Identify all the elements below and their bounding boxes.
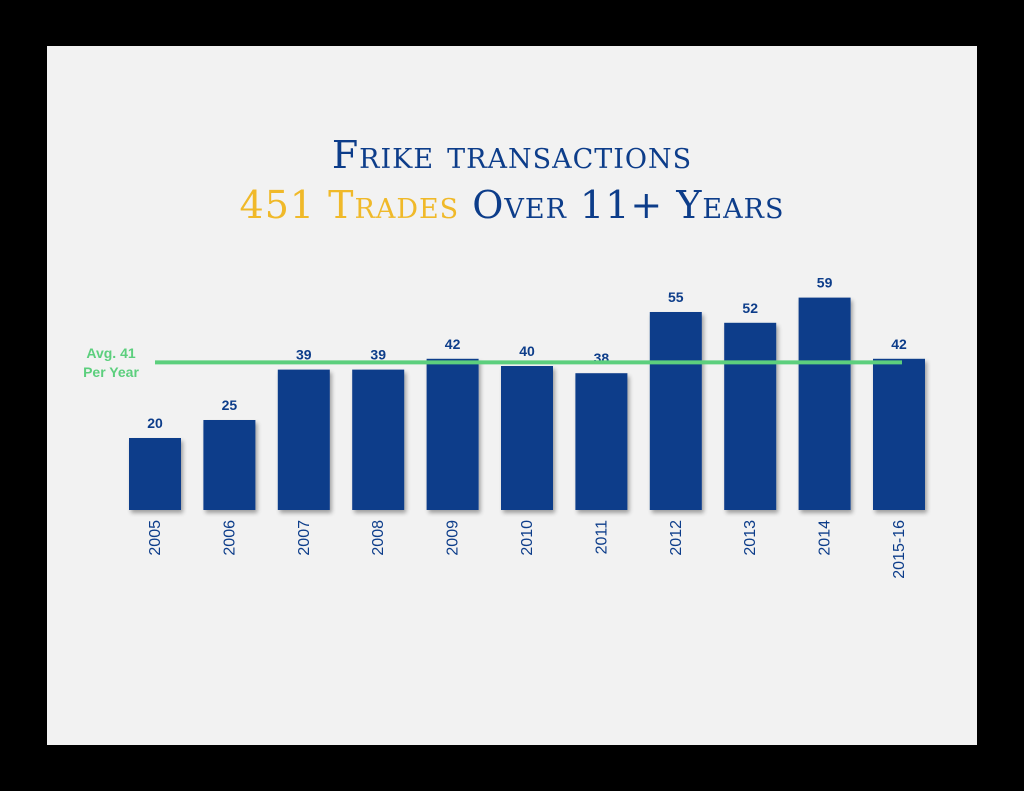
subtitle-rest: Over 11+ Years <box>472 183 785 227</box>
chart-subtitle: 451 Trades Over 11+ Years <box>47 182 977 228</box>
bars-group: 2020052520063920073920084220094020103820… <box>129 275 925 579</box>
x-tick-label-2006: 2006 <box>221 520 238 556</box>
bar-2009 <box>426 358 479 510</box>
data-label-2007: 39 <box>296 347 312 363</box>
bar-2008 <box>352 369 405 510</box>
x-tick-label-2009: 2009 <box>445 520 462 556</box>
data-label-2009: 42 <box>445 336 461 352</box>
bar-2013 <box>724 322 777 510</box>
data-label-2012: 55 <box>668 289 684 305</box>
bar-2005 <box>129 438 181 510</box>
data-label-2005: 20 <box>147 415 163 431</box>
average-label-line2: Per Year <box>83 364 139 380</box>
data-label-2014: 59 <box>817 275 833 291</box>
bar-2011 <box>575 373 628 510</box>
data-label-2008: 39 <box>370 347 386 363</box>
bar-2010 <box>501 366 553 510</box>
x-tick-label-2010: 2010 <box>519 520 536 556</box>
bar-2006 <box>203 420 256 510</box>
subtitle-highlight: 451 Trades <box>239 183 460 227</box>
data-label-2006: 25 <box>222 397 238 413</box>
bar-2015-16 <box>873 358 925 510</box>
bar-2012 <box>649 312 702 510</box>
data-label-2015-16: 42 <box>891 336 907 352</box>
average-group: Avg. 41 Per Year <box>83 345 902 380</box>
data-label-2013: 52 <box>742 300 758 316</box>
x-tick-label-2014: 2014 <box>817 520 834 556</box>
average-label-line1: Avg. 41 <box>86 345 135 361</box>
x-tick-label-2015-16: 2015-16 <box>891 520 908 579</box>
x-tick-label-2008: 2008 <box>370 520 387 556</box>
x-tick-label-2013: 2013 <box>742 520 759 556</box>
x-tick-label-2012: 2012 <box>668 520 685 556</box>
x-tick-label-2011: 2011 <box>593 520 610 555</box>
x-tick-label-2005: 2005 <box>147 520 164 556</box>
bar-2014 <box>798 297 851 510</box>
data-label-2010: 40 <box>519 343 535 359</box>
chart-title: Frike transactions <box>331 133 693 177</box>
bar-2007 <box>277 369 330 510</box>
x-tick-label-2007: 2007 <box>296 520 313 556</box>
